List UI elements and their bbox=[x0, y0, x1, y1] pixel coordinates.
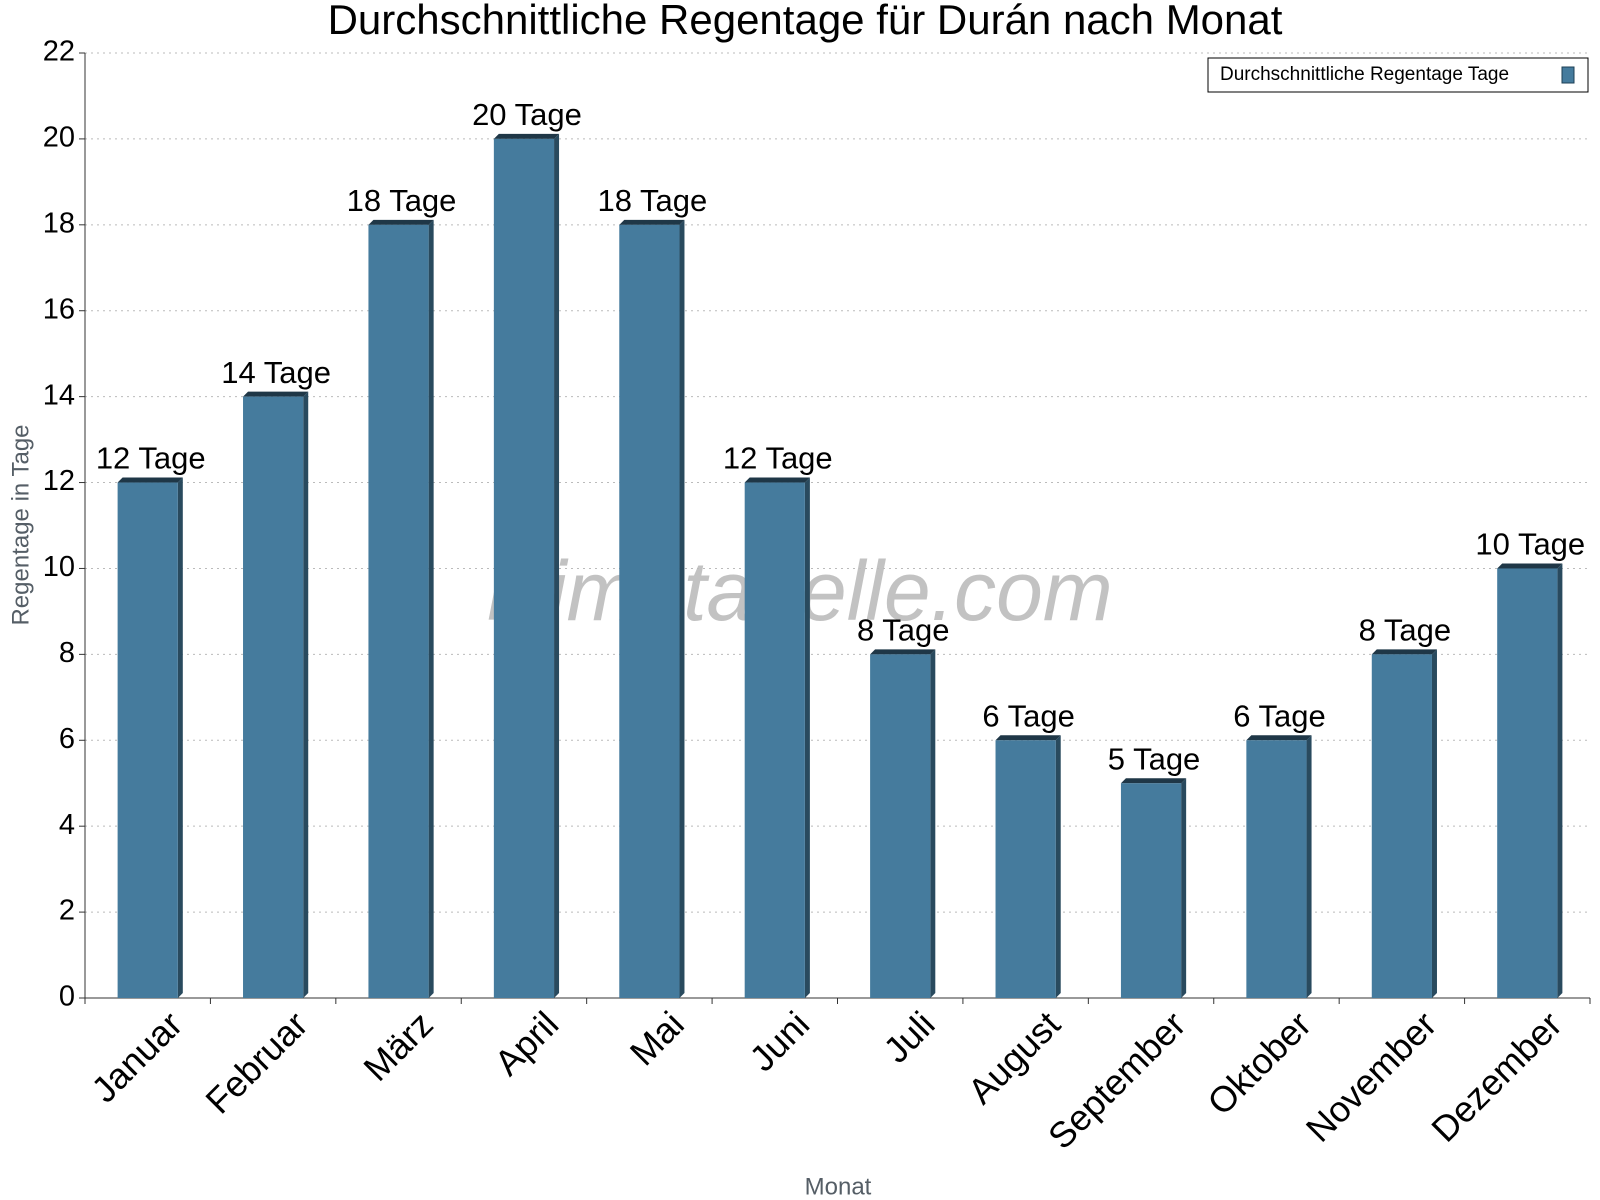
bar-top bbox=[1120, 778, 1187, 784]
value-label: 20 Tage bbox=[472, 97, 582, 132]
value-label: 10 Tage bbox=[1475, 527, 1585, 562]
bar-side bbox=[930, 649, 936, 998]
x-axis-title: Monat bbox=[805, 1173, 872, 1200]
value-label: 6 Tage bbox=[1233, 698, 1326, 733]
bar-top bbox=[995, 735, 1061, 741]
bar bbox=[744, 482, 805, 999]
bar bbox=[243, 396, 304, 998]
y-tick-label: 4 bbox=[59, 809, 75, 841]
y-tick-label: 18 bbox=[43, 207, 75, 239]
value-label: 18 Tage bbox=[347, 183, 457, 218]
value-label: 12 Tage bbox=[96, 441, 206, 476]
bar-top bbox=[1371, 649, 1437, 655]
bar-side bbox=[1557, 563, 1563, 998]
bar bbox=[1120, 783, 1182, 998]
y-tick-label: 12 bbox=[43, 465, 75, 497]
y-tick-label: 22 bbox=[43, 36, 75, 68]
bar bbox=[117, 482, 178, 999]
bar-side bbox=[1306, 735, 1312, 998]
bar bbox=[995, 740, 1056, 998]
y-tick-label: 14 bbox=[43, 379, 75, 411]
bar-side bbox=[177, 477, 183, 999]
y-tick-label: 20 bbox=[43, 122, 75, 154]
bar-top bbox=[117, 477, 183, 483]
bar-side bbox=[804, 477, 810, 999]
bar bbox=[1497, 568, 1558, 998]
bar bbox=[1246, 740, 1307, 998]
bar-top bbox=[368, 219, 434, 225]
bar bbox=[1371, 654, 1432, 998]
bar-side bbox=[303, 391, 309, 998]
bar-top bbox=[1497, 563, 1563, 569]
bar-top bbox=[493, 133, 560, 139]
bar-top bbox=[870, 649, 936, 655]
value-label: 5 Tage bbox=[1108, 741, 1201, 776]
legend-label: Durchschnittliche Regentage Tage bbox=[1220, 64, 1509, 85]
y-axis-title: Regentage in Tage bbox=[7, 424, 34, 625]
bar bbox=[870, 654, 931, 998]
bar-side bbox=[679, 219, 685, 998]
y-tick-label: 10 bbox=[43, 551, 75, 583]
y-tick-label: 6 bbox=[59, 723, 75, 755]
value-label: 8 Tage bbox=[1359, 613, 1452, 648]
value-label: 12 Tage bbox=[723, 441, 833, 476]
legend-box bbox=[1207, 57, 1589, 93]
bar-side bbox=[1431, 649, 1437, 998]
bar bbox=[368, 224, 429, 998]
bar-top bbox=[619, 219, 685, 225]
bar-side bbox=[1181, 778, 1187, 998]
value-label: 14 Tage bbox=[221, 355, 331, 390]
bar-side bbox=[428, 219, 434, 998]
bar-top bbox=[243, 391, 309, 397]
bar bbox=[619, 224, 680, 998]
y-tick-label: 8 bbox=[59, 637, 75, 669]
value-label: 6 Tage bbox=[982, 698, 1075, 733]
value-label: 8 Tage bbox=[857, 613, 950, 648]
bar bbox=[493, 138, 555, 999]
bar-top bbox=[1246, 735, 1312, 741]
bar-top bbox=[744, 477, 810, 483]
y-tick-label: 2 bbox=[59, 895, 75, 927]
bar-side bbox=[1055, 735, 1061, 998]
legend-swatch bbox=[1561, 66, 1575, 84]
value-label: 18 Tage bbox=[597, 183, 707, 218]
bar-side bbox=[554, 133, 560, 999]
chart-title: Durchschnittliche Regentage für Durán na… bbox=[328, 0, 1283, 43]
y-tick-label: 0 bbox=[59, 981, 75, 1013]
y-tick-label: 16 bbox=[43, 293, 75, 325]
